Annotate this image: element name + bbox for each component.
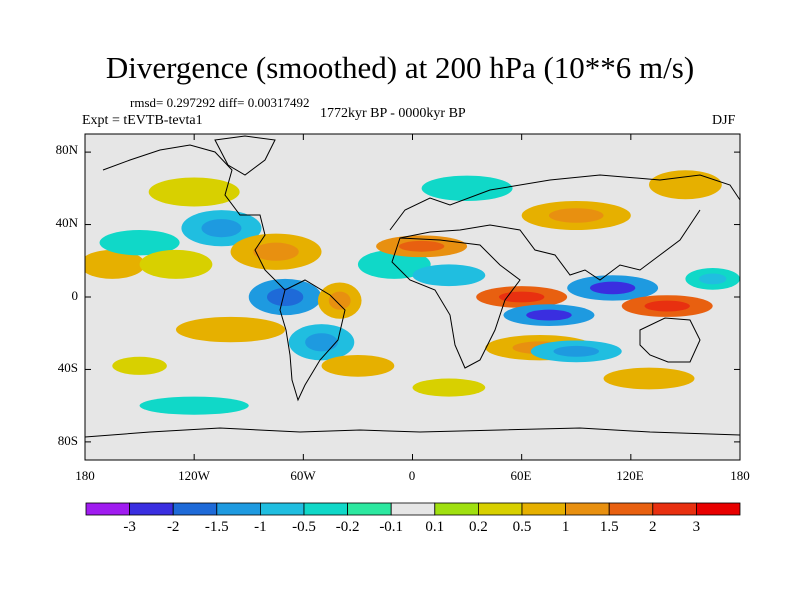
divergence-core-11 <box>398 240 445 252</box>
divergence-blob-23 <box>148 177 240 207</box>
experiment-label: Expt = tEVTB-tevta1 <box>82 113 203 128</box>
lat-label-40n: 40N <box>55 215 78 230</box>
colorbar-box-1 <box>129 502 174 516</box>
divergence-core-17 <box>589 281 636 295</box>
colorbar-box-10 <box>521 502 566 516</box>
greenland-outline <box>214 135 276 176</box>
colorbar-label-10: 1 <box>561 519 570 535</box>
colorbar-box-12 <box>608 502 654 516</box>
colorbar-box-2 <box>172 502 218 516</box>
divergence-core-5 <box>203 323 258 336</box>
divergence-blob-27 <box>112 356 167 375</box>
lon-label-120e: 120E <box>616 468 644 483</box>
coastlines <box>85 135 740 438</box>
colorbar-label-11: 1.5 <box>599 519 619 535</box>
rmsd-diff-stats: rmsd= 0.297292 diff= 0.00317492 <box>130 95 310 110</box>
lat-label-80s: 80S <box>57 433 78 448</box>
divergence-core-19 <box>699 273 727 285</box>
colorbar-box-4 <box>259 502 305 516</box>
lon-label-60w: 60W <box>290 468 316 483</box>
lon-label-180w: 180 <box>75 468 95 483</box>
colorbar-box-7 <box>390 502 436 516</box>
lat-label-0: 0 <box>71 288 79 303</box>
divergence-core-26 <box>626 373 672 384</box>
colorbar-label-0: -3 <box>123 519 136 535</box>
divergence-core-0 <box>95 257 129 272</box>
lon-label-180e: 180 <box>730 468 750 483</box>
colorbar-label-5: -0.2 <box>335 519 360 535</box>
divergence-core-20 <box>548 208 604 223</box>
colorbar-label-3: -1 <box>254 519 267 535</box>
divergence-core-14 <box>526 309 572 321</box>
divergence-core-16 <box>553 345 599 357</box>
colorbar-box-13 <box>652 502 697 516</box>
divergence-blob-2 <box>139 249 213 279</box>
colorbar-label-8: 0.2 <box>469 519 488 535</box>
colorbar-box-9 <box>477 502 523 516</box>
divergence-core-18 <box>644 300 690 312</box>
lat-label-80n: 80N <box>55 142 78 157</box>
map-title: Divergence (smoothed) at 200 hPa (10**6 … <box>105 50 695 85</box>
colorbar-box-11 <box>565 502 610 516</box>
colorbar-box-5 <box>303 502 348 516</box>
lat-label-40s: 40S <box>57 360 78 375</box>
colorbar-label-13: 3 <box>692 519 701 535</box>
eurasia-outline <box>389 174 740 281</box>
divergence-core-12 <box>430 269 468 281</box>
lon-label-0: 0 <box>408 468 416 483</box>
axis-ticks <box>84 134 741 460</box>
lon-label-120w: 120W <box>178 468 210 483</box>
divergence-core-4 <box>253 242 299 261</box>
colorbar-label-6: -0.1 <box>379 519 404 535</box>
colorbar-box-6 <box>347 502 392 516</box>
divergence-blob-21 <box>421 175 513 202</box>
divergence-core-8 <box>305 333 338 352</box>
divergence-core-13 <box>498 291 545 303</box>
divergence-blob-25 <box>412 378 486 397</box>
divergence-core-9 <box>339 360 377 372</box>
colorbar-label-1: -2 <box>166 519 180 535</box>
lon-label-60e: 60E <box>510 468 532 483</box>
colorbar-label-9: 0.5 <box>512 519 532 535</box>
divergence-blob-1 <box>99 229 180 256</box>
divergence-blob-24 <box>139 396 249 415</box>
colorbar-box-8 <box>434 502 479 516</box>
north-america-outline <box>102 144 286 291</box>
colorbar-label-7: 0.1 <box>425 519 445 535</box>
colorbar-label-2: -1.5 <box>204 519 229 535</box>
antarctica-outline <box>85 427 740 438</box>
divergence-core-22 <box>667 177 704 192</box>
divergence-core-7 <box>328 291 351 310</box>
colorbar-label-4: -0.5 <box>292 519 316 535</box>
colorbar <box>85 502 741 516</box>
time-period: 1772kyr BP - 0000kyr BP <box>320 106 466 121</box>
season-label: DJF <box>712 113 736 128</box>
colorbar-box-14 <box>696 502 741 516</box>
divergence-core-3 <box>201 219 242 238</box>
colorbar-label-12: 2 <box>649 519 657 535</box>
africa-outline <box>391 237 521 369</box>
south-america-outline <box>279 279 346 402</box>
colorbar-box-0 <box>85 502 130 516</box>
divergence-core-6 <box>266 287 304 307</box>
australia-outline <box>639 317 701 363</box>
colorbar-box-3 <box>216 502 261 516</box>
